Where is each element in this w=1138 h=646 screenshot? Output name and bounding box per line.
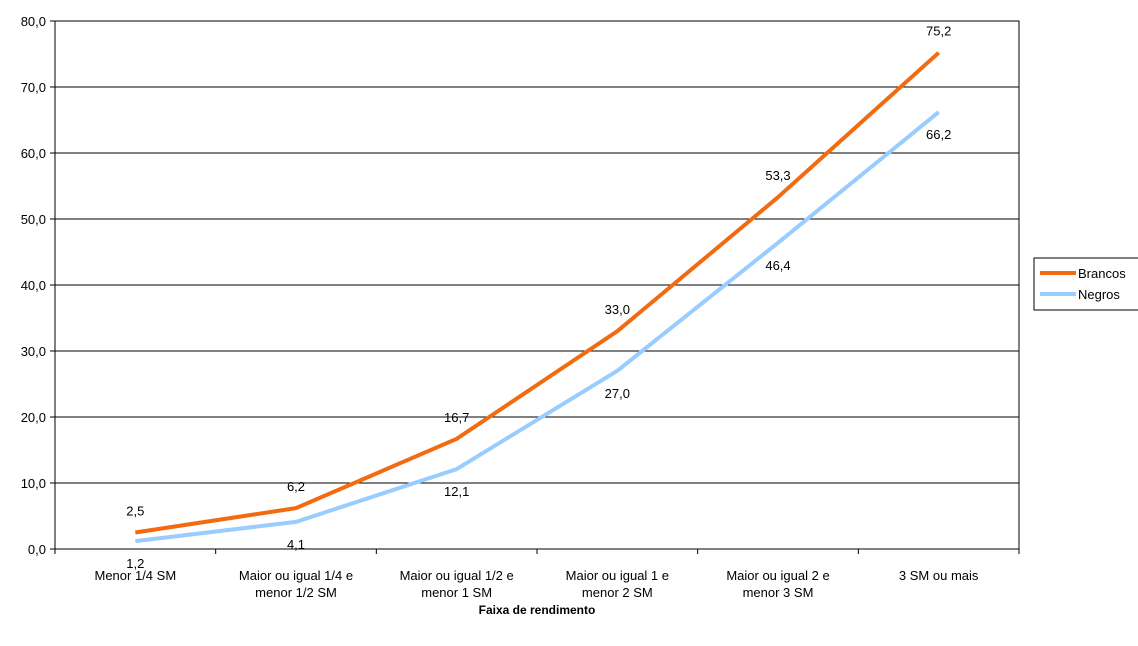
- data-label-brancos: 6,2: [287, 479, 305, 494]
- data-label-negros: 1,2: [126, 556, 144, 571]
- series-line-brancos: [134, 51, 941, 535]
- data-label-brancos: 75,2: [926, 24, 951, 39]
- legend: Brancos Negros: [1033, 257, 1138, 311]
- data-label-brancos: 2,5: [126, 504, 144, 519]
- gridlines: [55, 20, 1019, 484]
- y-tick-label: 60,0: [21, 146, 46, 161]
- data-label-negros: 46,4: [765, 258, 790, 273]
- series-lines: [134, 51, 941, 544]
- y-axis-ticks: 0,0 10,0 20,0 30,0 40,0 50,0 60,0 70,0 80,0: [21, 14, 55, 557]
- legend-box: [1033, 257, 1138, 311]
- data-label-negros: 12,1: [444, 484, 469, 499]
- x-axis-ticks: Menor 1/4 SM Maior ou igual 1/4 e menor 1/…: [54, 549, 1020, 600]
- data-label-negros: 66,2: [926, 127, 951, 142]
- data-labels: 2,5 6,2 16,7 33,0 53,3 75,2 1,2 4,1 12,1 27,0 46,4…: [126, 24, 951, 571]
- y-tick-label: 80,0: [21, 14, 46, 29]
- x-tick-label: Maior ou igual 1/4 e menor 1/2 SM: [239, 568, 353, 600]
- y-tick-label: 40,0: [21, 278, 46, 293]
- data-label-negros: 4,1: [287, 537, 305, 552]
- x-axis-title: Faixa de rendimento: [479, 603, 596, 617]
- x-tick-label: Maior ou igual 1 e menor 2 SM: [566, 568, 669, 600]
- data-label-brancos: 16,7: [444, 410, 469, 425]
- data-label-negros: 27,0: [605, 386, 630, 401]
- x-tick-label: Maior ou igual 2 e menor 3 SM: [726, 568, 829, 600]
- data-label-brancos: 53,3: [765, 168, 790, 183]
- x-tick-label: 3 SM ou mais: [899, 568, 979, 583]
- x-tick-label: Maior ou igual 1/2 e menor 1 SM: [400, 568, 514, 600]
- legend-label-brancos: Brancos: [1078, 266, 1126, 281]
- series-line-negros: [135, 110, 940, 544]
- y-tick-label: 70,0: [21, 80, 46, 95]
- y-tick-label: 10,0: [21, 476, 46, 491]
- legend-label-negros: Negros: [1078, 287, 1120, 302]
- y-tick-label: 30,0: [21, 344, 46, 359]
- x-tick-label: Menor 1/4 SM: [95, 568, 177, 583]
- y-tick-label: 50,0: [21, 212, 46, 227]
- y-tick-label: 20,0: [21, 410, 46, 425]
- y-tick-label: 0,0: [28, 542, 46, 557]
- data-label-brancos: 33,0: [605, 302, 630, 317]
